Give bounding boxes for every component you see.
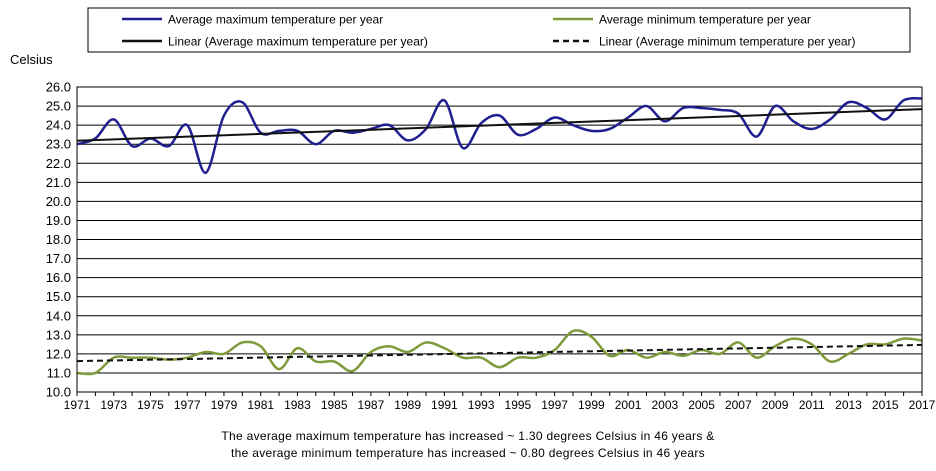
x-tick-label: 2011 (799, 398, 825, 412)
legend-box (87, 7, 911, 53)
x-tick-label: 1973 (100, 398, 127, 412)
y-tick-label: 21.0 (46, 175, 71, 190)
y-tick-label: 25.0 (46, 99, 71, 114)
x-tick-label: 1991 (431, 398, 458, 412)
trendline-min (76, 343, 923, 363)
trendline-max (76, 108, 923, 142)
legend-item-linear-min-label: Linear (Average minimum temperature per … (599, 35, 856, 49)
y-tick-label: 26.0 (46, 80, 71, 95)
x-tick-label: 1977 (174, 398, 201, 412)
series-min-temperature (76, 329, 923, 376)
y-tick-label: 22.0 (46, 156, 71, 171)
x-tick-label: 1993 (468, 398, 495, 412)
y-tick-label: 23.0 (46, 137, 71, 152)
x-tick-label: 1981 (247, 398, 274, 412)
x-tick-label: 2015 (872, 398, 899, 412)
annotation-line-2: the average minimum temperature has incr… (231, 446, 705, 460)
x-tick-label: 2013 (835, 398, 862, 412)
y-tick-label: 13.0 (46, 327, 71, 342)
y-tick-label: 15.0 (46, 289, 71, 304)
x-axis-ticks: 1971 1973 1975 1977 1979 1981 1983 1985 1987 1989… (64, 392, 936, 412)
x-tick-label: 1971 (64, 398, 91, 412)
x-tick-label: 1997 (541, 398, 568, 412)
legend-item-max-label: Average maximum temperature per year (168, 13, 383, 27)
y-tick-label: 20.0 (46, 194, 71, 209)
y-tick-label: 17.0 (46, 251, 71, 266)
y-axis-ticks: 10.0 11.0 12.0 13.0 14.0 15.0 16.0 17.0 18.0 19.0… (46, 80, 71, 400)
x-tick-label: 2009 (762, 398, 789, 412)
y-tick-label: 10.0 (46, 385, 71, 400)
x-tick-label: 1985 (321, 398, 348, 412)
plot-border (76, 86, 923, 393)
x-tick-label: 2007 (725, 398, 752, 412)
x-tick-label: 1983 (284, 398, 311, 412)
y-tick-label: 24.0 (46, 118, 71, 133)
x-tick-label: 1987 (358, 398, 385, 412)
x-tick-label: 1975 (137, 398, 164, 412)
y-tick-label: 18.0 (46, 232, 71, 247)
series-layer (76, 96, 923, 376)
y-tick-label: 14.0 (46, 308, 71, 323)
x-tick-label: 1989 (394, 398, 421, 412)
x-tick-label: 2001 (615, 398, 642, 412)
y-tick-label: 11.0 (47, 365, 71, 380)
series-max-temperature (76, 96, 923, 175)
x-tick-label: 1995 (505, 398, 532, 412)
y-tick-label: 12.0 (46, 346, 71, 361)
legend-item-linear-max-label: Linear (Average maximum temperature per … (168, 35, 428, 49)
annotation-line-1: The average maximum temperature has incr… (221, 429, 715, 443)
x-tick-label: 2005 (688, 398, 715, 412)
x-tick-label: 2017 (909, 398, 936, 412)
y-axis-label: Celsius (10, 52, 53, 67)
legend-item-min-label: Average minimum temperature per year (599, 13, 811, 27)
x-tick-label: 2003 (651, 398, 678, 412)
x-tick-label: 1999 (578, 398, 605, 412)
y-tick-label: 16.0 (46, 270, 71, 285)
grid-lines (77, 86, 922, 393)
y-tick-label: 19.0 (46, 213, 71, 228)
x-tick-label: 1979 (211, 398, 238, 412)
legend: Average maximum temperature per year Aver… (122, 13, 856, 49)
